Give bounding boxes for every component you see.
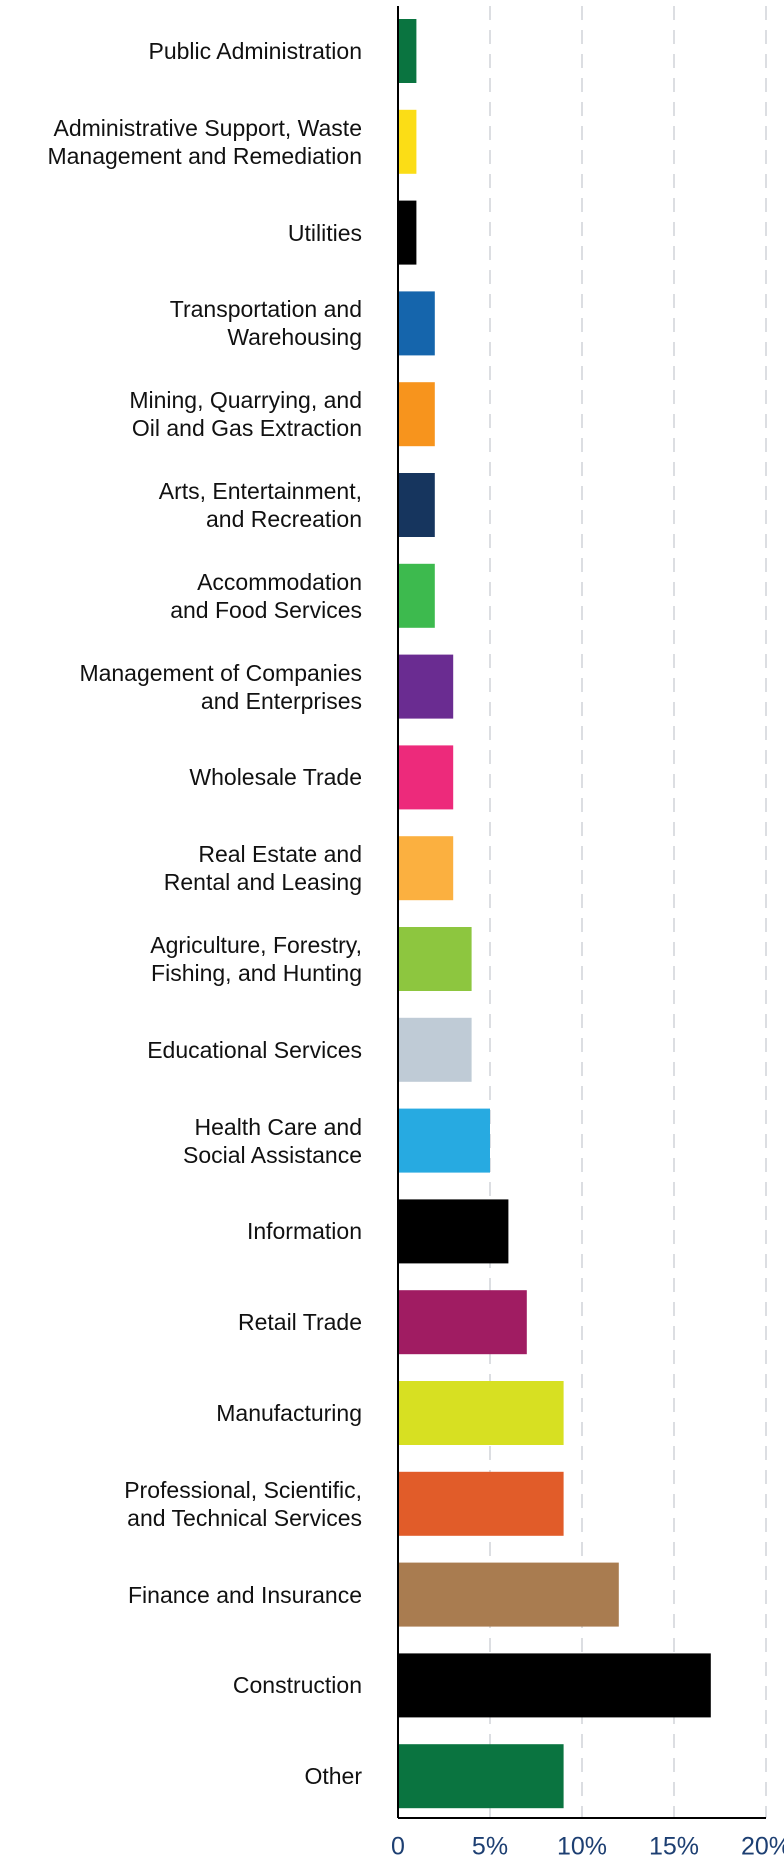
bar bbox=[398, 473, 435, 537]
category-label: Retail Trade bbox=[237, 1309, 362, 1336]
category-label: Accommodation and Food Services bbox=[170, 568, 362, 623]
bar bbox=[398, 927, 472, 991]
bar bbox=[398, 1744, 564, 1809]
bar bbox=[398, 1290, 527, 1355]
category-label: Manufacturing bbox=[216, 1400, 362, 1426]
category-label: Health Care and Social Assistance bbox=[183, 1113, 362, 1168]
bar bbox=[398, 382, 435, 447]
x-tick-label: 5% bbox=[472, 1833, 508, 1861]
category-label: Professional, Scientific, and Technical … bbox=[124, 1476, 362, 1531]
x-tick-label: 20% bbox=[741, 1833, 784, 1861]
category-label: Educational Services bbox=[147, 1036, 362, 1063]
bar bbox=[398, 1199, 509, 1264]
bar bbox=[398, 200, 417, 265]
category-label: Mining, Quarrying, and Oil and Gas Extra… bbox=[129, 387, 362, 442]
bar bbox=[398, 1653, 711, 1718]
category-label: Wholesale Trade bbox=[189, 764, 362, 791]
category-label: Information bbox=[246, 1218, 362, 1245]
bar bbox=[398, 1108, 490, 1173]
category-label: Administrative Support, Waste Management… bbox=[47, 114, 362, 169]
category-label: Agriculture, Forestry, Fishing, and Hunt… bbox=[150, 932, 362, 986]
x-tick-label: 0 bbox=[391, 1833, 405, 1861]
bar bbox=[398, 1017, 472, 1082]
category-label: Utilities bbox=[287, 219, 362, 246]
bar bbox=[398, 1562, 619, 1627]
category-label: Finance and Insurance bbox=[128, 1581, 362, 1608]
category-label: Transportation and Warehousing bbox=[169, 296, 362, 351]
category-label: Public Administration bbox=[148, 38, 363, 64]
bar bbox=[398, 745, 454, 810]
bar bbox=[398, 291, 435, 356]
bar bbox=[398, 654, 454, 719]
category-label: Other bbox=[304, 1763, 362, 1790]
category-label: Management of Companies and Enterprises bbox=[79, 659, 362, 714]
x-tick-label: 10% bbox=[557, 1833, 607, 1861]
bar bbox=[398, 109, 417, 174]
bar bbox=[398, 1381, 564, 1445]
category-label: Real Estate and Rental and Leasing bbox=[163, 841, 362, 896]
bar bbox=[398, 1471, 564, 1536]
bar bbox=[398, 19, 417, 83]
bar bbox=[398, 836, 454, 901]
bar bbox=[398, 563, 435, 628]
category-label: Arts, Entertainment, and Recreation bbox=[158, 478, 362, 532]
category-label: Construction bbox=[232, 1672, 362, 1699]
x-tick-label: 15% bbox=[649, 1833, 699, 1861]
